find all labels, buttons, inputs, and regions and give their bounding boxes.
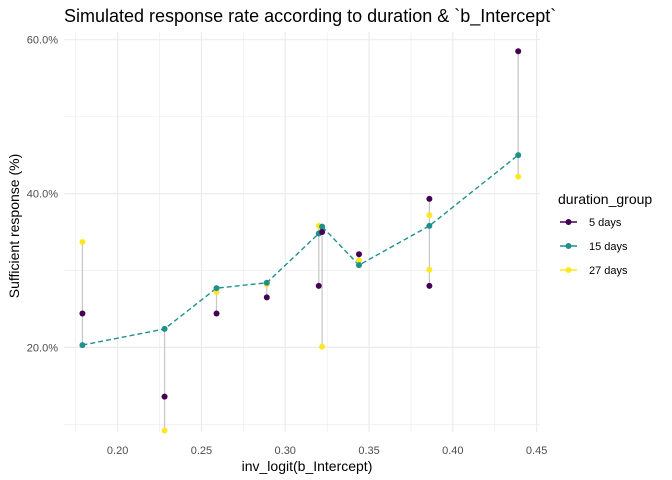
chart-title: Simulated response rate according to dur… [64, 6, 556, 27]
point-27-days [355, 257, 362, 264]
point-5-days [426, 195, 433, 202]
point-15-days [515, 152, 522, 159]
point-27-days [426, 266, 433, 273]
point-27-days [319, 343, 326, 350]
data-points [79, 48, 522, 434]
y-tick-label: 60.0% [27, 35, 58, 47]
point-5-days [515, 48, 522, 55]
gridlines [64, 32, 540, 432]
x-tick-label: 0.40 [442, 445, 463, 457]
point-5-days [315, 282, 322, 289]
point-15-days [355, 262, 362, 269]
point-15-days [263, 279, 270, 286]
point-15-days [161, 325, 168, 332]
plot-panel [64, 32, 540, 434]
point-27-days [161, 427, 168, 434]
legend-label: 15 days [589, 241, 628, 253]
point-5-days [161, 393, 168, 400]
legend-title: duration_group [558, 191, 652, 207]
x-tick-label: 0.45 [526, 445, 547, 457]
point-15-days [79, 342, 86, 349]
point-15-days [426, 222, 433, 229]
point-27-days [515, 173, 522, 180]
legend-label: 5 days [589, 217, 622, 229]
x-axis-title: inv_logit(b_Intercept) [242, 458, 373, 474]
point-27-days [426, 212, 433, 219]
x-tick-label: 0.30 [275, 445, 296, 457]
y-tick-label: 20.0% [27, 342, 58, 354]
point-5-days [213, 310, 220, 317]
legend-key-point [565, 243, 572, 249]
x-tick-label: 0.35 [358, 445, 379, 457]
legend: duration_group 5 days 15 days 27 days [558, 191, 652, 277]
point-5-days [426, 282, 433, 289]
x-tick-label: 0.20 [107, 445, 128, 457]
y-axis-title: Sufficient response (%) [6, 154, 22, 298]
y-axis: 20.0% 40.0% 60.0% [27, 35, 58, 355]
y-tick-label: 40.0% [27, 189, 58, 201]
legend-key-point [565, 267, 572, 273]
legend-key-point [565, 219, 572, 225]
point-5-days [319, 229, 326, 235]
series-lines [82, 154, 519, 346]
point-15-days [319, 223, 326, 230]
point-5-days [263, 294, 270, 301]
point-5-days [79, 310, 86, 317]
legend-label: 27 days [589, 265, 628, 277]
series-line-15-days [82, 154, 519, 346]
point-15-days [213, 285, 220, 292]
x-tick-label: 0.25 [191, 445, 212, 457]
point-5-days [355, 251, 362, 258]
x-axis: 0.20 0.25 0.30 0.35 0.40 0.45 [107, 445, 547, 457]
point-27-days [79, 239, 86, 245]
